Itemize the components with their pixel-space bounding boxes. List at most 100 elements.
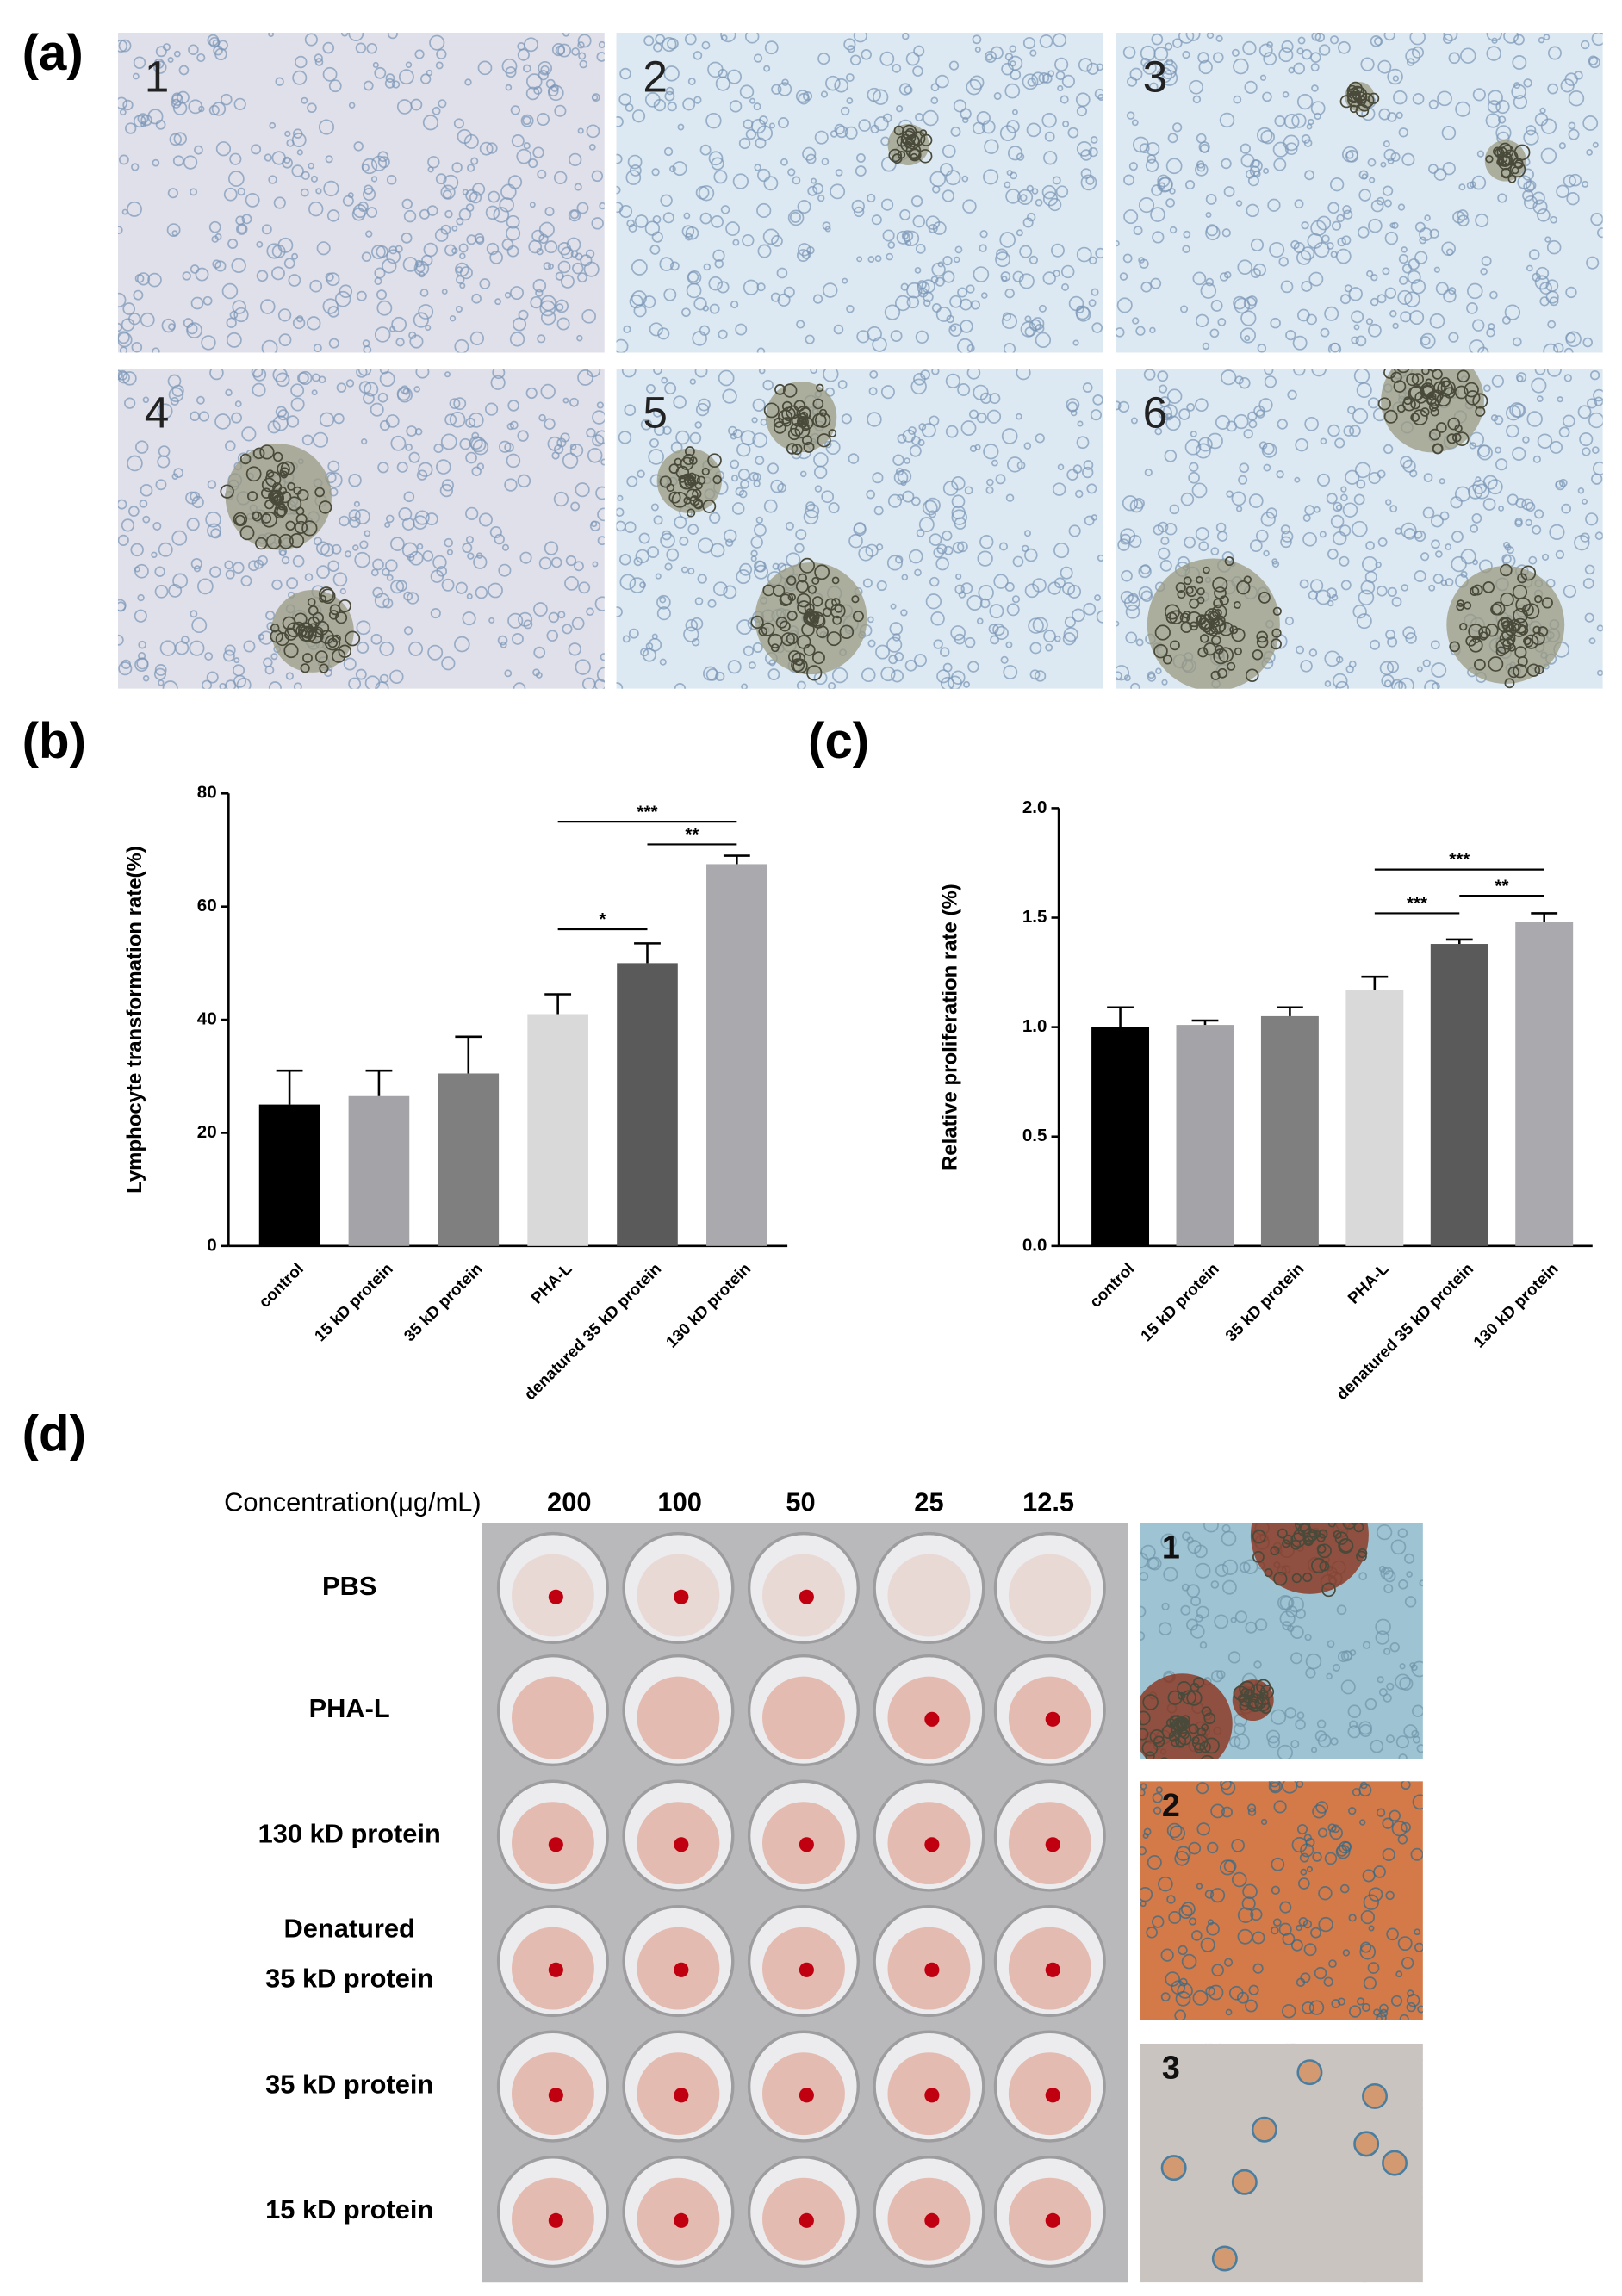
cluster-cell — [324, 635, 341, 651]
row-label: PBS — [322, 1571, 376, 1601]
cluster-cell — [1196, 596, 1205, 605]
cell — [1280, 524, 1291, 535]
cell — [1029, 642, 1042, 655]
cell — [469, 331, 485, 345]
cell — [1289, 2043, 1299, 2051]
cell — [576, 202, 589, 214]
cell — [1067, 127, 1079, 139]
cell — [339, 284, 353, 298]
cell — [1148, 82, 1159, 92]
cell — [880, 198, 894, 211]
sediment-dot — [1045, 1962, 1060, 1977]
cell — [214, 233, 222, 240]
cell — [1332, 673, 1348, 689]
cell — [1060, 566, 1073, 580]
cell — [894, 295, 911, 312]
cell — [1060, 95, 1069, 104]
cell — [441, 479, 454, 492]
cell — [820, 90, 829, 98]
cell — [510, 105, 520, 115]
cell — [718, 369, 735, 387]
cell — [703, 263, 712, 271]
cell — [1503, 33, 1519, 44]
x-tick-label: 130 kD protein — [662, 1259, 755, 1351]
cell — [1376, 196, 1385, 206]
cell — [1022, 36, 1036, 50]
cell — [687, 568, 695, 575]
cell — [1314, 1966, 1327, 1980]
cell — [753, 102, 761, 111]
cell — [1270, 1781, 1281, 1792]
cell — [1532, 455, 1541, 463]
cell — [1116, 327, 1125, 338]
y-tick-label: 2.0 — [1022, 797, 1047, 817]
cell — [732, 173, 749, 189]
cell — [1129, 499, 1144, 513]
cluster-cell — [1233, 600, 1241, 609]
cell — [152, 521, 162, 531]
cell — [1356, 479, 1366, 489]
cell — [1031, 188, 1039, 195]
cell — [348, 33, 364, 42]
cell — [1179, 305, 1189, 313]
cell — [1543, 34, 1551, 40]
cell — [669, 165, 676, 173]
cell — [874, 255, 882, 263]
cell — [1405, 48, 1421, 65]
cell — [831, 667, 848, 684]
cell — [1532, 524, 1542, 535]
cell — [1335, 680, 1349, 689]
cell — [1190, 2135, 1197, 2144]
cell — [846, 305, 855, 313]
cluster-cell — [1234, 647, 1242, 655]
cell — [1308, 2000, 1325, 2015]
cell — [1078, 58, 1093, 72]
cell — [562, 397, 569, 404]
cell — [942, 255, 953, 266]
cell — [875, 644, 891, 660]
cell — [1231, 2224, 1244, 2237]
cell — [190, 558, 202, 570]
cell — [1089, 256, 1097, 265]
cluster-cell — [812, 596, 823, 607]
cluster-cell — [812, 398, 824, 410]
cell — [158, 542, 173, 557]
cluster-cell — [1199, 634, 1209, 643]
cluster-cell — [334, 611, 348, 624]
cell — [550, 556, 562, 568]
cell — [752, 398, 766, 412]
error-bar — [723, 854, 750, 865]
cell — [1055, 185, 1069, 198]
cell — [1214, 1614, 1229, 1629]
cell — [570, 501, 581, 512]
cell — [1563, 174, 1576, 188]
cell — [1016, 413, 1022, 420]
cell — [1279, 1610, 1296, 1627]
cell — [384, 78, 395, 89]
cell — [708, 151, 724, 166]
cell — [569, 444, 584, 457]
cell — [557, 43, 572, 58]
cell — [1550, 215, 1558, 224]
cell — [1345, 665, 1354, 673]
cell — [929, 576, 940, 587]
cell — [1199, 2046, 1209, 2056]
cell — [693, 297, 707, 311]
sediment-dot — [799, 1962, 814, 1977]
cell — [1012, 555, 1024, 568]
cell — [1431, 539, 1440, 549]
cell — [466, 593, 473, 599]
cell — [1291, 1837, 1308, 1853]
cluster-cell — [1229, 625, 1239, 635]
cell — [1076, 105, 1088, 117]
cell — [1537, 208, 1551, 222]
cell — [948, 60, 960, 71]
cell — [586, 427, 596, 438]
cell — [972, 34, 982, 45]
cell — [1205, 2222, 1215, 2231]
cluster-cell — [831, 576, 840, 585]
cell — [226, 332, 242, 348]
cell — [1525, 518, 1532, 527]
cluster-cell — [295, 513, 308, 525]
cell — [473, 555, 488, 569]
